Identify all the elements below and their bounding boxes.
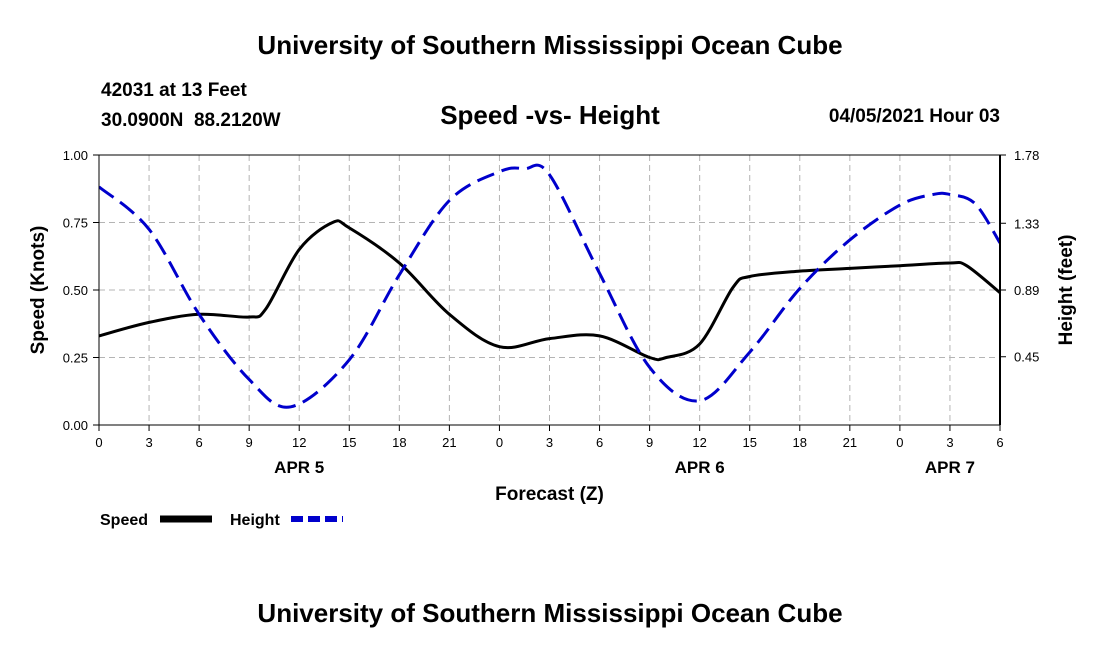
- y-tick-label: 0.25: [63, 351, 88, 366]
- x-tick-label: 6: [996, 435, 1003, 450]
- series-line-speed: [99, 219, 1000, 362]
- x-tick-label: 18: [793, 435, 807, 450]
- y-tick-label: 0.50: [63, 283, 88, 298]
- x-tick-label: 9: [646, 435, 653, 450]
- x-tick-label: 3: [946, 435, 953, 450]
- footer-title: University of Southern Mississippi Ocean…: [257, 598, 843, 628]
- station-line: 42031 at 13 Feet: [101, 80, 247, 101]
- x-tick-label: 15: [742, 435, 756, 450]
- y2-tick-label: 0.89: [1014, 283, 1039, 298]
- series-line-height: [99, 163, 1000, 409]
- x-tick-label: 12: [292, 435, 306, 450]
- x-axis-title: Forecast (Z): [495, 484, 604, 505]
- day-label: APR 7: [925, 458, 975, 477]
- legend-label-speed: Speed: [100, 512, 148, 529]
- page-title: University of Southern Mississippi Ocean…: [257, 30, 843, 60]
- x-tick-label: 0: [95, 435, 102, 450]
- y2-tick-label: 1.33: [1014, 216, 1039, 231]
- x-tick-label: 15: [342, 435, 356, 450]
- y-tick-label: 1.00: [63, 148, 88, 163]
- y-tick-label: 0.00: [63, 418, 88, 433]
- x-tick-label: 6: [195, 435, 202, 450]
- y2-tick-label: 0.45: [1014, 350, 1039, 365]
- x-tick-label: 21: [442, 435, 456, 450]
- x-tick-label: 0: [496, 435, 503, 450]
- coords-line: 30.0900N 88.2120W: [101, 110, 281, 131]
- x-tick-label: 3: [145, 435, 152, 450]
- y2-tick-label: 1.78: [1014, 148, 1039, 163]
- station-info: 42031 at 13 Feet 30.0900N 88.2120W: [101, 76, 281, 136]
- x-tick-label: 0: [896, 435, 903, 450]
- legend-label-height: Height: [230, 512, 280, 529]
- x-tick-label: 9: [246, 435, 253, 450]
- x-tick-label: 3: [546, 435, 553, 450]
- x-tick-label: 6: [596, 435, 603, 450]
- day-label: APR 6: [675, 458, 725, 477]
- x-tick-label: 12: [692, 435, 706, 450]
- day-label: APR 5: [274, 458, 324, 477]
- x-tick-label: 18: [392, 435, 406, 450]
- y-axis-title: Speed (Knots): [28, 226, 49, 355]
- date-label: 04/05/2021 Hour 03: [828, 106, 1000, 127]
- chart-title: Speed -vs- Height: [440, 100, 660, 130]
- y2-axis-title: Height (feet): [1056, 235, 1077, 346]
- y-tick-label: 0.75: [63, 216, 88, 231]
- x-tick-label: 21: [843, 435, 857, 450]
